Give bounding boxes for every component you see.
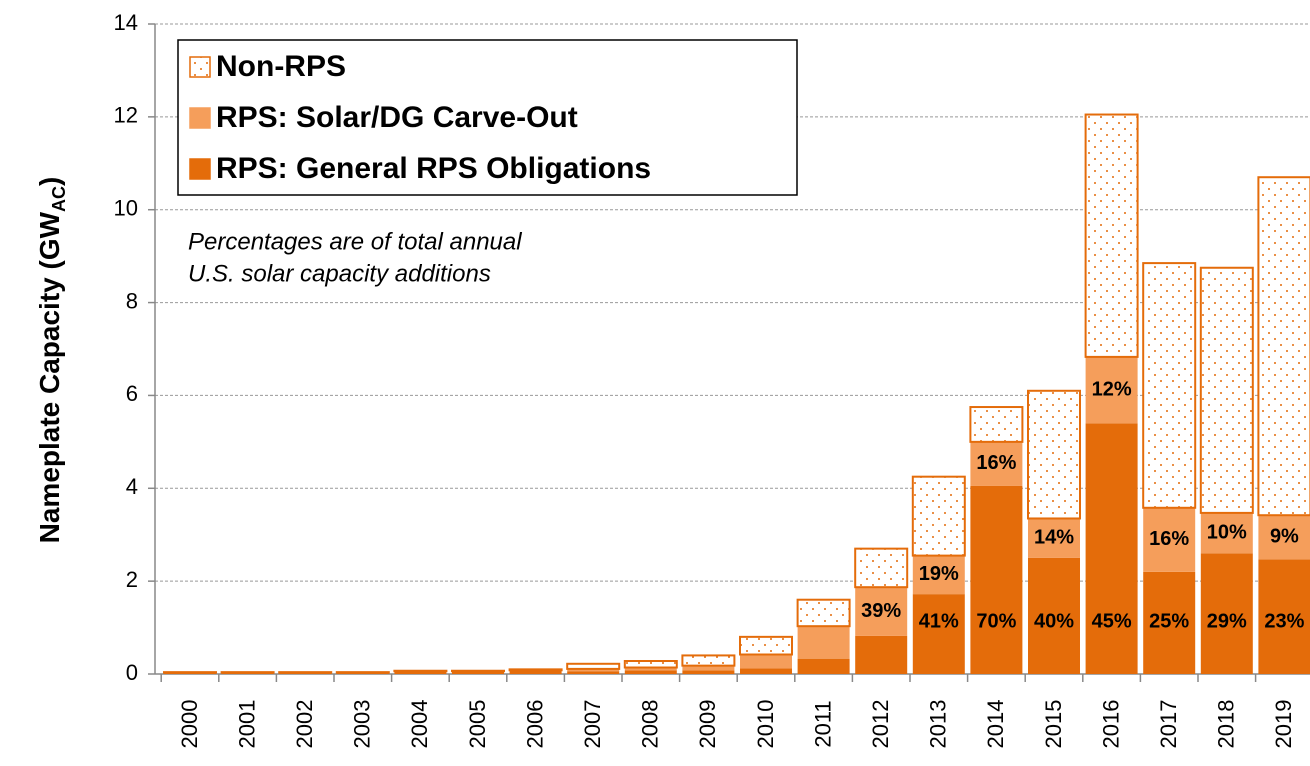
bar-segment	[682, 670, 735, 674]
bar-segment	[796, 598, 851, 628]
y-axis-title: Nameplate Capacity (GWAC)	[34, 177, 68, 544]
x-tick-label: 2017	[1156, 700, 1181, 749]
percent-label: 12%	[1092, 378, 1132, 400]
bar-segment	[1257, 176, 1310, 517]
bar-segment	[740, 668, 792, 674]
bar-segment	[624, 667, 677, 671]
bar-segment	[1143, 507, 1196, 572]
x-tick-label: 2006	[522, 700, 547, 749]
percent-label: 16%	[1149, 528, 1189, 550]
percent-label: 19%	[919, 563, 959, 585]
percent-label: 29%	[1207, 610, 1247, 632]
legend-swatch	[189, 107, 211, 129]
x-tick-label: 2002	[292, 700, 317, 749]
bar-segment	[739, 635, 793, 656]
y-tick-label: 2	[126, 567, 138, 592]
bar-segment	[1085, 423, 1138, 674]
bar-segment	[970, 441, 1023, 486]
y-tick-label: 10	[114, 196, 138, 221]
bar-segment	[508, 668, 563, 672]
x-tick-label: 2004	[407, 700, 432, 749]
x-tick-label: 2000	[177, 700, 202, 749]
bar-segment	[681, 654, 736, 667]
bar-segment	[911, 475, 966, 557]
bar-segment	[509, 670, 562, 674]
percent-label: 25%	[1149, 610, 1189, 632]
bar-segment	[855, 635, 908, 674]
bar-segment	[452, 671, 504, 674]
y-tick-label: 8	[126, 288, 138, 313]
y-tick-label: 12	[114, 103, 138, 128]
bar-segment	[1028, 518, 1080, 558]
bar-segment	[969, 406, 1024, 443]
x-tick-label: 2019	[1271, 700, 1296, 749]
legend-swatch	[189, 56, 211, 78]
annotation: Percentages are of total annual	[188, 228, 522, 255]
bar-segment	[1027, 389, 1081, 520]
bar-segment	[567, 671, 620, 674]
y-tick-label: 0	[126, 660, 138, 685]
x-tick-label: 2012	[868, 700, 893, 749]
bar-segment	[1028, 557, 1080, 674]
x-tick-label: 2003	[350, 700, 375, 749]
y-tick-label: 14	[114, 10, 138, 35]
legend-swatch	[189, 158, 211, 180]
x-tick-label: 2005	[465, 700, 490, 749]
percent-label: 40%	[1034, 610, 1074, 632]
bar-segment	[394, 671, 447, 674]
bar-segment	[740, 654, 792, 669]
bar-segment	[970, 485, 1023, 674]
legend-label: RPS: Solar/DG Carve-Out	[216, 101, 578, 134]
bar-segment	[1199, 266, 1254, 514]
annotation: U.S. solar capacity additions	[188, 260, 491, 287]
bar-segment	[912, 555, 965, 595]
bar-segment	[623, 660, 678, 669]
y-tick-label: 4	[126, 474, 138, 499]
bar-segment	[1200, 512, 1253, 554]
x-tick-label: 2018	[1214, 700, 1239, 749]
bar-segment	[1258, 559, 1310, 674]
x-tick-label: 2010	[753, 700, 778, 749]
bar-segment	[797, 626, 850, 659]
bar-segment	[1143, 571, 1196, 674]
x-tick-label: 2014	[983, 700, 1008, 749]
y-tick-label: 6	[126, 381, 138, 406]
x-tick-label: 2011	[810, 700, 835, 747]
percent-label: 39%	[861, 600, 901, 622]
percent-label: 9%	[1270, 526, 1299, 548]
bar-segment	[624, 670, 677, 674]
percent-label: 10%	[1207, 521, 1247, 543]
x-tick-label: 2001	[234, 700, 259, 749]
percent-label: 70%	[976, 610, 1016, 632]
bar-segment	[682, 665, 735, 671]
bar-segment	[797, 658, 850, 674]
bar-segment	[1200, 553, 1253, 674]
bar-segment	[854, 547, 909, 589]
bar-segment	[566, 662, 621, 670]
bar-segment	[912, 594, 965, 674]
bar-segment	[1142, 262, 1197, 509]
legend-box	[177, 39, 798, 196]
bar-segment	[855, 587, 908, 636]
percent-label: 23%	[1264, 610, 1304, 632]
percent-label: 16%	[976, 452, 1016, 474]
x-tick-label: 2007	[580, 700, 605, 749]
legend-label: Non-RPS	[216, 50, 346, 83]
percent-label: 41%	[919, 610, 959, 632]
bar-segment	[1258, 515, 1310, 560]
legend-label: RPS: General RPS Obligations	[216, 152, 651, 185]
x-tick-label: 2008	[638, 700, 663, 749]
percent-label: 14%	[1034, 526, 1074, 548]
bar-segment	[1085, 356, 1138, 424]
bar-segment	[1084, 113, 1139, 358]
bar-segment	[567, 668, 620, 672]
x-tick-label: 2013	[926, 700, 951, 749]
x-tick-label: 2009	[695, 700, 720, 749]
percent-label: 45%	[1092, 610, 1132, 632]
x-tick-label: 2015	[1041, 700, 1066, 749]
x-tick-label: 2016	[1098, 700, 1123, 749]
